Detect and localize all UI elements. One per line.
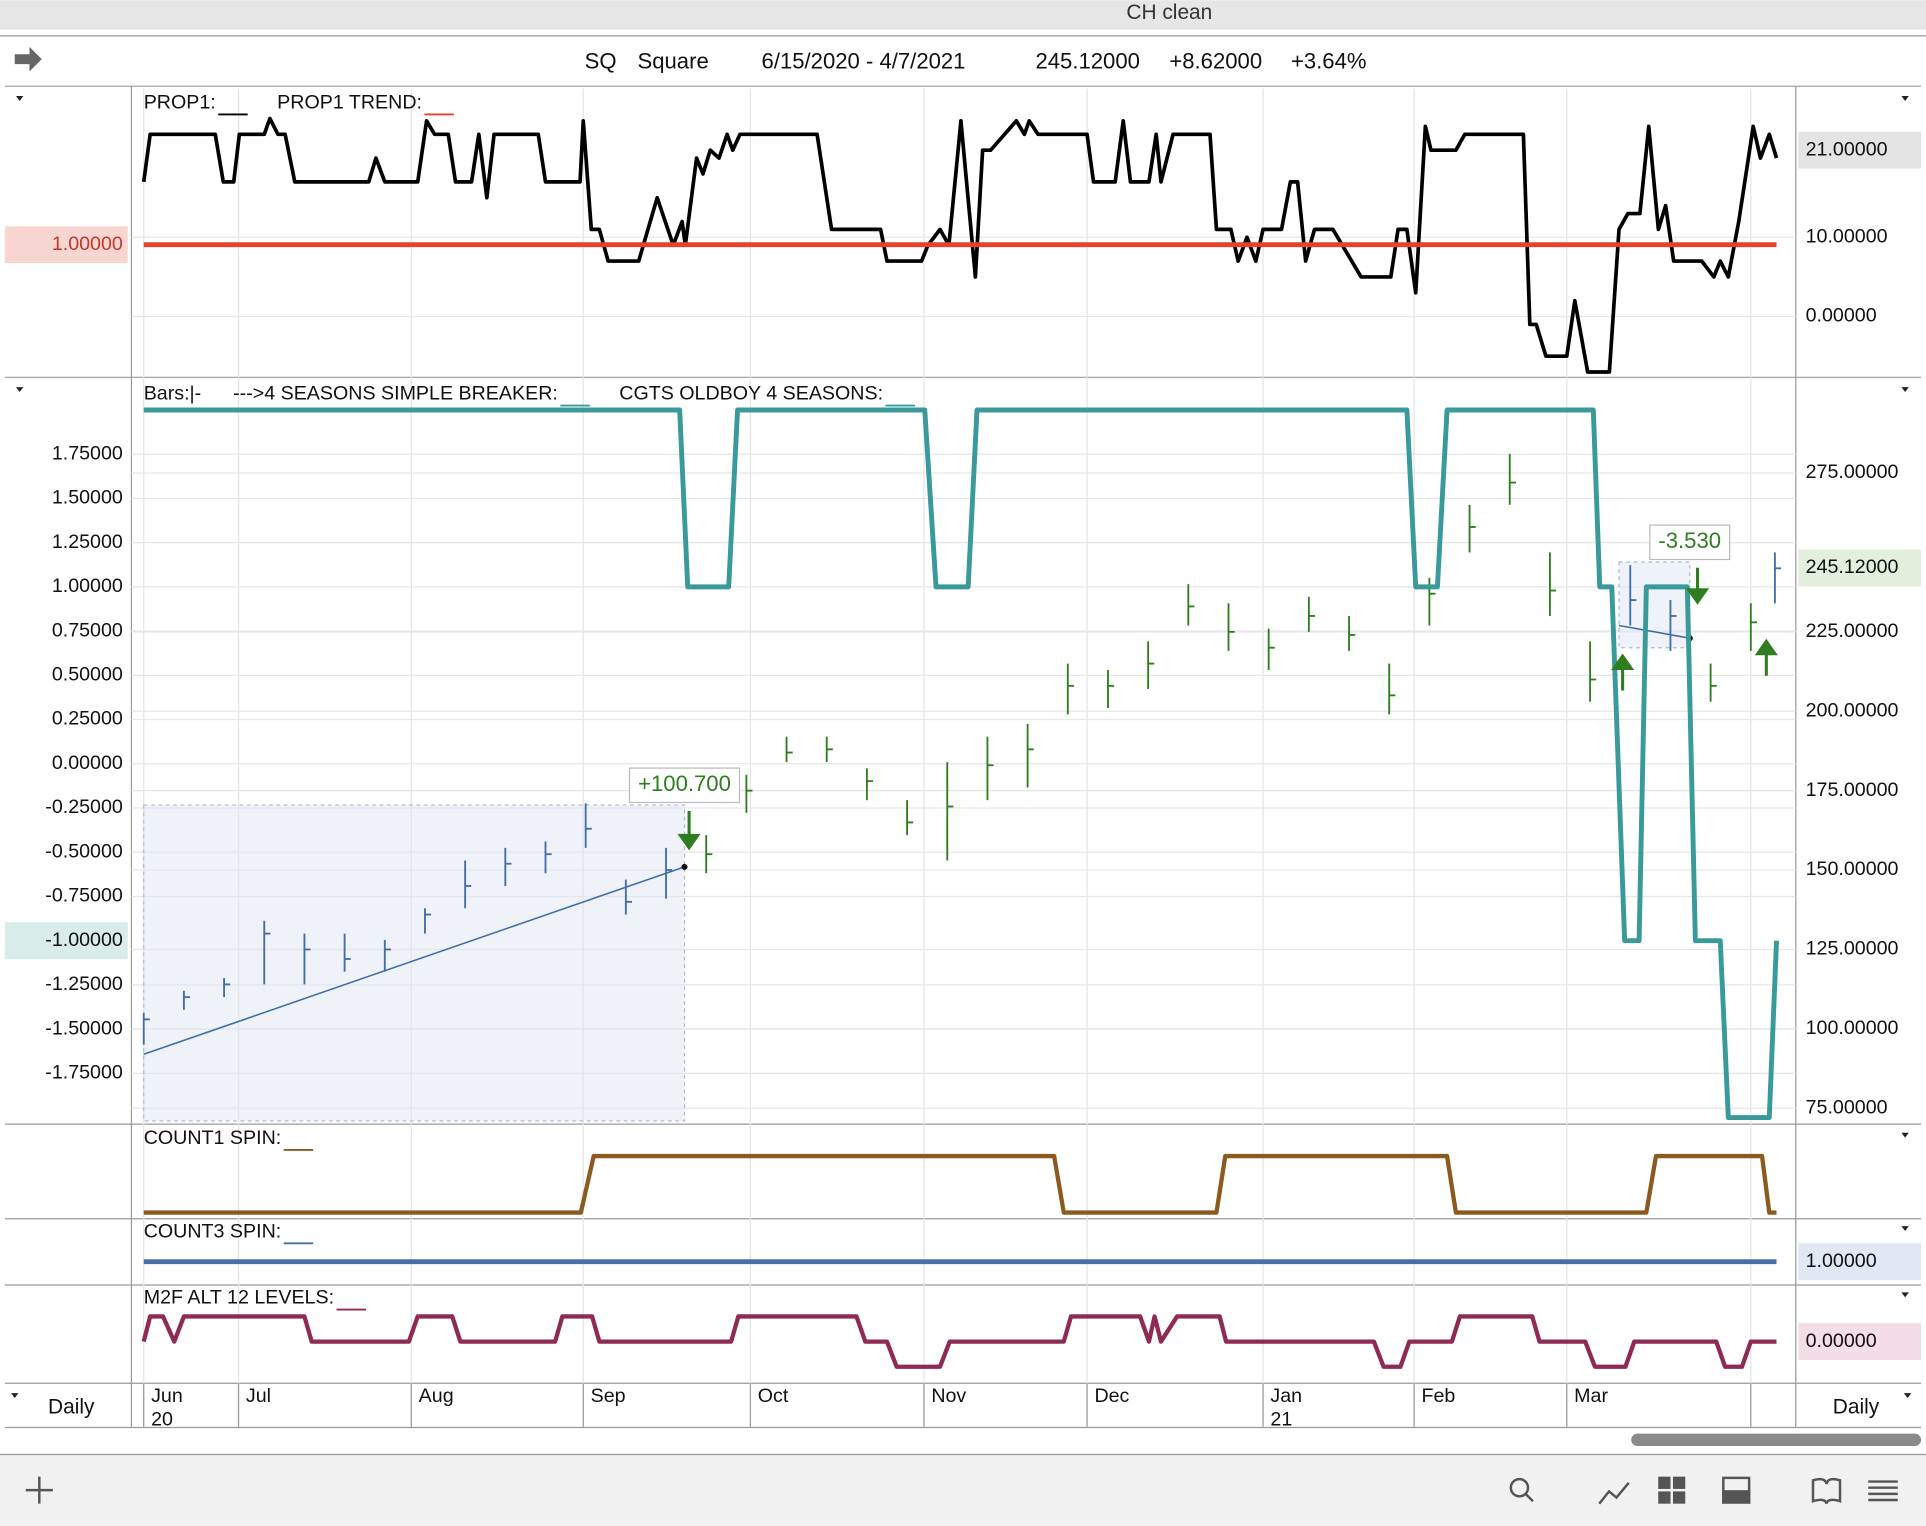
axis-marker-label: 21.00000: [1806, 138, 1888, 160]
x-tick-label: Nov: [931, 1385, 966, 1407]
axis-marker: [1798, 549, 1922, 587]
nav-arrow[interactable]: [14, 46, 42, 72]
date-range: 6/15/2020 - 4/7/2021: [762, 49, 966, 74]
x-tick-label: Mar: [1574, 1385, 1608, 1407]
y-tick-label: -0.50000: [45, 840, 123, 862]
y-tick-label: 1.00000: [52, 575, 123, 597]
period-left[interactable]: Daily: [48, 1395, 95, 1418]
y-tick-label: -1.25000: [45, 973, 123, 995]
x-tick-label: Sep: [591, 1385, 626, 1407]
change: +8.62000: [1169, 49, 1262, 74]
axis-marker-label: -1.00000: [45, 929, 123, 951]
x-tick-label: Jul: [246, 1385, 271, 1407]
panel-menus[interactable]: [11, 96, 1912, 1399]
y-tick-label: -1.75000: [45, 1062, 123, 1084]
y-tick-label: 175.00000: [1806, 779, 1899, 801]
trade-label: +100.700: [638, 771, 731, 796]
legend-label: COUNT1 SPIN:: [144, 1127, 282, 1149]
year-label: 21: [1270, 1408, 1292, 1430]
trade-trend: [143, 866, 685, 1056]
trade-label: -3.530: [1658, 528, 1721, 553]
legend-label: M2F ALT 12 LEVELS:: [144, 1287, 334, 1309]
axis-marker: [4, 226, 128, 264]
axis-marker-label: 1.00000: [1806, 1250, 1877, 1272]
toolbar: [0, 1454, 1926, 1526]
x-tick-label: Jan: [1270, 1385, 1302, 1407]
trade-label-box: [628, 767, 741, 804]
y-tick-label: -0.25000: [45, 796, 123, 818]
y-tick-label: 1.25000: [52, 531, 123, 553]
y-tick-label: 200.00000: [1806, 699, 1899, 721]
trade-arrows: [677, 567, 1778, 851]
x-tick-label: Feb: [1421, 1385, 1455, 1407]
y-tick-label: 275.00000: [1806, 461, 1899, 483]
symbol-name: Square: [637, 49, 708, 74]
y-tick-label: 125.00000: [1806, 938, 1899, 960]
last-price: 245.12000: [1035, 49, 1139, 74]
y-tick-label: -0.75000: [45, 885, 123, 907]
legend-label: COUNT3 SPIN:: [144, 1220, 282, 1242]
change-pct: +3.64%: [1291, 49, 1367, 74]
toolbar-icons[interactable]: [25, 1476, 1898, 1505]
x-tick-label: Aug: [419, 1385, 454, 1407]
year-label: 20: [151, 1408, 173, 1430]
x-tick-label: Dec: [1094, 1385, 1129, 1407]
y-tick-label: 75.00000: [1806, 1096, 1888, 1118]
axis-marker-label: 245.12000: [1806, 556, 1899, 578]
axis-marker-label: 0.00000: [1806, 1330, 1877, 1352]
y-tick-label: 0.00000: [52, 752, 123, 774]
scrollbar[interactable]: [1631, 1433, 1922, 1446]
trade-point: [681, 863, 688, 870]
axis-marker: [1798, 131, 1922, 169]
y-tick-label: 225.00000: [1806, 620, 1899, 642]
title-bar: [0, 0, 1926, 30]
trade-trend: [1618, 624, 1690, 639]
y-tick-label: 1.75000: [52, 442, 123, 464]
indicator-line: [141, 1314, 1777, 1369]
y-tick-label: -1.50000: [45, 1017, 123, 1039]
window-title: CH clean: [1126, 1, 1212, 24]
axis-marker: [1798, 1243, 1922, 1281]
y-tick-label: 0.50000: [52, 664, 123, 686]
plot-area: Jun Jul Aug Sep Oct Nov Dec Jan Feb Mar 20 21 10.000…: [4, 88, 1922, 1430]
axis-marker-label: 1.00000: [52, 233, 123, 255]
y-tick-label: 10.00000: [1806, 226, 1888, 248]
axis-marker: [4, 922, 128, 960]
indicator-line: [143, 407, 1779, 1121]
y-tick-label: 0.75000: [52, 619, 123, 641]
y-tick-label: 100.00000: [1806, 1017, 1899, 1039]
indicator-line: [143, 1153, 1777, 1215]
trade-box: [143, 804, 686, 1122]
symbol: SQ: [585, 49, 617, 74]
x-tick-label: Jun: [151, 1385, 183, 1407]
axis-marker: [1798, 1323, 1922, 1361]
legend-label: PROP1 TREND:: [277, 92, 422, 114]
legend-label: Bars:|-: [144, 383, 201, 405]
period-right[interactable]: Daily: [1833, 1395, 1880, 1418]
legend-label: CGTS OLDBOY 4 SEASONS:: [619, 383, 883, 405]
frame: [4, 85, 1922, 1429]
y-tick-label: 0.00000: [1806, 305, 1877, 327]
trade-label-box: [1649, 524, 1731, 561]
y-tick-label: 150.00000: [1806, 858, 1899, 880]
legend-label: --->4 SEASONS SIMPLE BREAKER:: [233, 383, 558, 405]
y-tick-label: 1.50000: [52, 487, 123, 509]
x-tick-label: Oct: [758, 1385, 789, 1407]
legend-label: PROP1:: [144, 92, 216, 114]
indicator-line: [141, 116, 1779, 374]
y-tick-label: 0.25000: [52, 708, 123, 730]
